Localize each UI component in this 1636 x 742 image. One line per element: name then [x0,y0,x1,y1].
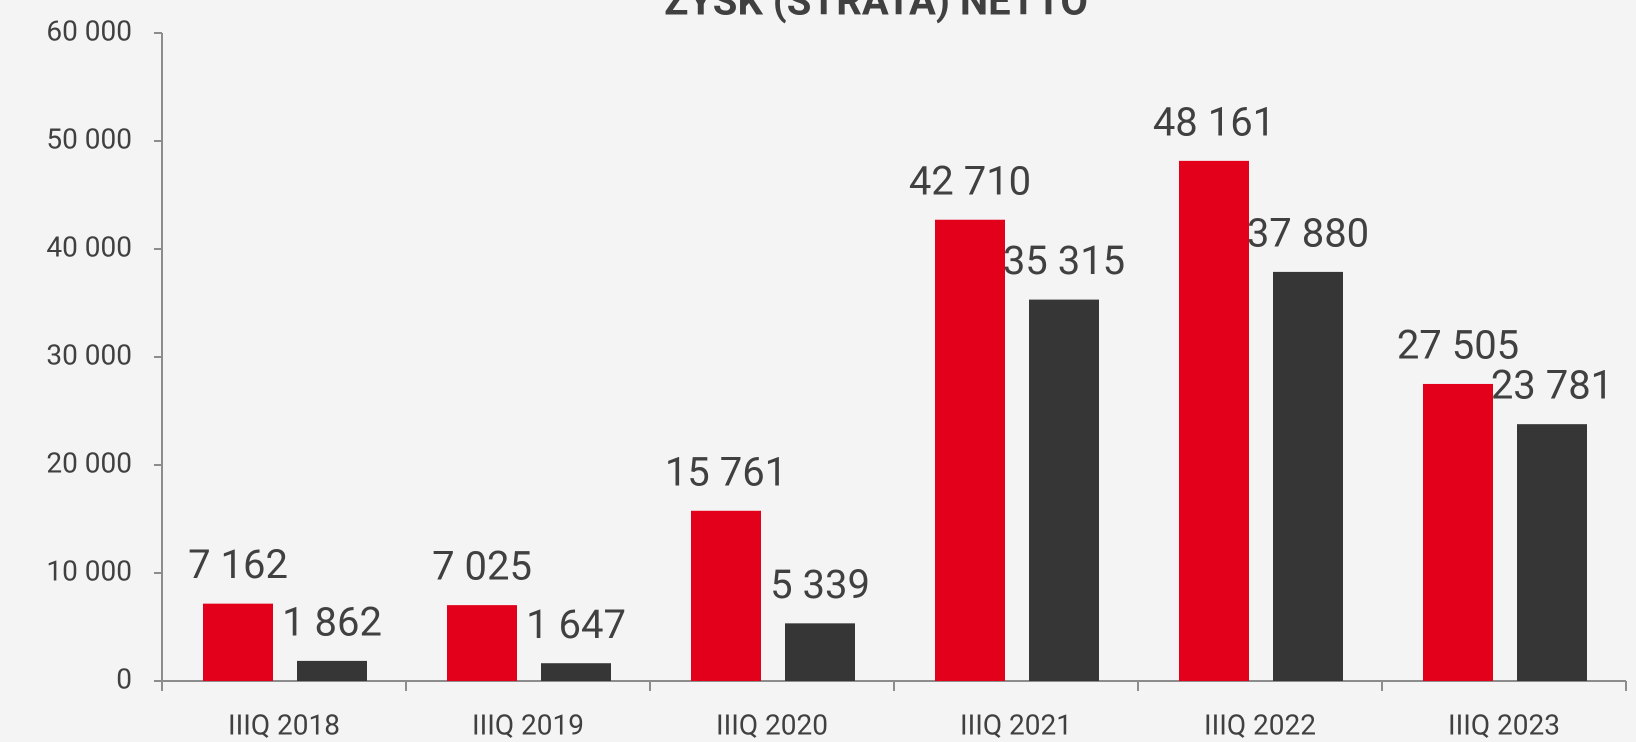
x-tick-label: IIIQ 2020 [716,708,828,741]
data-label: 35 315 [1003,237,1125,284]
data-label: 7 025 [432,543,532,590]
bar [1029,299,1099,681]
data-label: 37 880 [1247,209,1369,256]
data-label: 7 162 [188,541,288,588]
bar [447,605,517,681]
x-tick-label: IIIQ 2019 [472,708,584,741]
bar [1179,160,1249,681]
bar [1273,271,1343,681]
bar [297,660,367,681]
y-tick-label: 10 000 [46,554,132,587]
x-tick-label: IIIQ 2021 [960,708,1072,741]
y-tick-label: 50 000 [46,122,132,155]
y-tick-label: 60 000 [46,14,132,47]
data-label: 1 862 [282,598,382,645]
y-tick-label: 30 000 [46,338,132,371]
bar [935,219,1005,681]
bar [691,510,761,681]
y-tick-label: 20 000 [46,446,132,479]
data-label: 1 647 [526,601,626,648]
data-label: 42 710 [909,157,1031,204]
bar [541,663,611,681]
x-tick-label: IIIQ 2022 [1204,708,1316,741]
y-tick-label: 40 000 [46,230,132,263]
data-label: 48 161 [1153,98,1275,145]
data-label: 5 339 [770,561,870,608]
x-tick-label: IIIQ 2018 [228,708,340,741]
y-tick-label: 0 [116,662,132,695]
bar [785,623,855,681]
chart-title: ZYSK (STRATA) NETTO [664,0,1088,25]
data-label: 23 781 [1491,362,1613,409]
bar [203,603,273,681]
bar [1423,383,1493,681]
data-label: 15 761 [665,448,787,495]
data-label: 27 505 [1397,322,1519,369]
bar [1517,424,1587,681]
x-tick-label: IIIQ 2023 [1448,708,1560,741]
